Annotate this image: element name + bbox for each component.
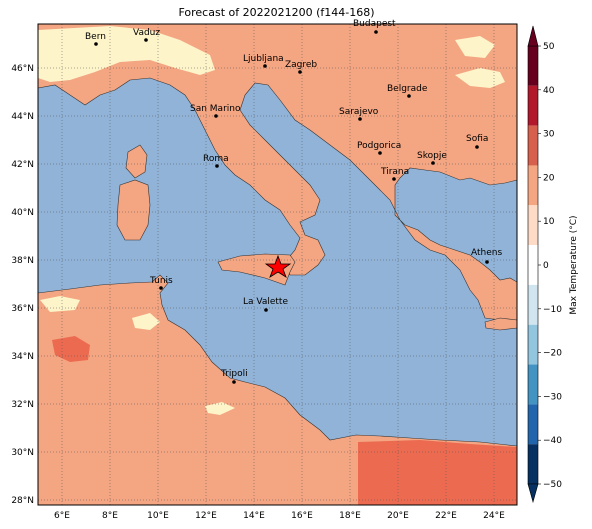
colorbar-segment <box>528 404 538 445</box>
city-dot <box>215 164 219 168</box>
latitude-tick-label: 40°N <box>11 208 34 218</box>
hot-region-algeria <box>52 336 90 362</box>
mild-region-balkans <box>455 68 505 88</box>
mild-region-north <box>455 36 495 58</box>
city-label: Bern <box>85 32 106 42</box>
colorbar-segment <box>528 284 538 325</box>
latitude-tick-label: 28°N <box>11 496 34 506</box>
city-label: San Marino <box>190 104 241 114</box>
latitude-tick-label: 46°N <box>11 64 34 74</box>
colorbar-tick-label: −30 <box>543 392 562 402</box>
latitude-tick-label: 32°N <box>11 400 34 410</box>
city-dot <box>431 161 435 165</box>
colorbar-segment <box>528 165 538 206</box>
latitude-tick-label: 30°N <box>11 448 34 458</box>
mild-region-alps <box>38 26 215 82</box>
city-label: Tripoli <box>220 369 248 379</box>
city-dot <box>475 145 479 149</box>
mild-region-libya <box>205 402 235 415</box>
city-dot <box>407 94 411 98</box>
city-label: Podgorica <box>357 141 401 151</box>
city-dot <box>214 114 218 118</box>
colorbar-tick-label: 30 <box>543 130 555 140</box>
colorbar-segment <box>528 245 538 285</box>
longitude-ticks: 6°E 8°E 10°E 12°E 14°E 16°E 18°E 20°E 22°E 24°E <box>54 511 505 521</box>
city-label: Skopje <box>417 151 447 161</box>
colorbar-tick-label: 50 <box>543 42 555 52</box>
city-label: Tirana <box>380 167 409 177</box>
colorbar-label: Max Temperature (°C) <box>569 215 579 314</box>
graticule <box>38 24 517 505</box>
colorbar-segment <box>528 125 538 166</box>
city-dot <box>485 260 489 264</box>
colorbar-segment <box>528 46 538 86</box>
city-label: Sarajevo <box>339 107 379 117</box>
sardinia <box>116 179 151 241</box>
city-label: La Valette <box>243 297 288 307</box>
europe-land <box>37 23 518 326</box>
longitude-tick-label: 20°E <box>387 511 409 521</box>
city-dot <box>392 177 396 181</box>
colorbar: 50 40 30 20 10 0 −10 −20 −30 −40 −50 Max Temperatu… <box>527 25 579 504</box>
hot-region-east <box>358 440 517 505</box>
latitude-tick-label: 34°N <box>11 352 34 362</box>
city-dot <box>378 151 382 155</box>
colorbar-tick-label: 40 <box>543 86 555 96</box>
colorbar-segment <box>528 444 538 484</box>
longitude-tick-label: 14°E <box>243 511 265 521</box>
colorbar-tick-label: −40 <box>543 436 562 446</box>
colorbar-segment <box>528 364 538 405</box>
colorbar-tick-label: 20 <box>543 173 555 183</box>
longitude-tick-label: 12°E <box>195 511 217 521</box>
corsica <box>125 144 148 179</box>
city-dot <box>264 308 268 312</box>
city-dot <box>144 38 148 42</box>
city-label: Belgrade <box>387 84 428 94</box>
colorbar-tick-label: 10 <box>543 217 555 227</box>
city-label: Zagreb <box>285 60 317 70</box>
longitude-tick-label: 24°E <box>483 511 505 521</box>
colorbar-segment <box>528 205 538 246</box>
latitude-ticks: 46°N 44°N 42°N 40°N 38°N 36°N 34°N 32°N 30°N 28°N <box>11 64 34 506</box>
longitude-tick-label: 10°E <box>147 511 169 521</box>
colorbar-bottom-arrow <box>527 483 539 504</box>
city-label: Tunis <box>149 276 173 286</box>
longitude-tick-label: 16°E <box>291 511 313 521</box>
mild-region-tunisia <box>132 313 160 330</box>
map-border <box>37 23 518 506</box>
longitude-tick-label: 6°E <box>54 511 70 521</box>
city-label: Roma <box>203 154 229 164</box>
colorbar-top-arrow <box>527 25 539 47</box>
city-dot <box>232 380 236 384</box>
city-dot <box>263 64 267 68</box>
colorbar-tick-label: −10 <box>543 305 562 315</box>
city-dot <box>358 117 362 121</box>
city-label: Ljubljana <box>243 54 284 64</box>
city-label: Athens <box>471 248 502 258</box>
latitude-tick-label: 36°N <box>11 304 34 314</box>
latitude-tick-label: 38°N <box>11 256 34 266</box>
city-dot <box>374 30 378 34</box>
city-dot <box>298 70 302 74</box>
city-dot <box>94 42 98 46</box>
latitude-tick-label: 44°N <box>11 112 34 122</box>
latitude-tick-label: 42°N <box>11 160 34 170</box>
city-label: Sofia <box>466 134 488 144</box>
colorbar-segment <box>528 324 538 365</box>
colorbar-segment <box>528 85 538 126</box>
city-dot <box>159 286 163 290</box>
longitude-tick-label: 18°E <box>339 511 361 521</box>
colorbar-tick-label: 0 <box>543 261 549 271</box>
forecast-location-star <box>264 254 292 278</box>
colorbar-tick-label: −50 <box>543 480 562 490</box>
map-title: Forecast of 2022021200 (f144-168) <box>178 6 375 19</box>
city-label: Vaduz <box>133 28 160 38</box>
longitude-tick-label: 22°E <box>435 511 457 521</box>
colorbar-tick-label: −20 <box>543 349 562 359</box>
longitude-tick-label: 8°E <box>102 511 118 521</box>
